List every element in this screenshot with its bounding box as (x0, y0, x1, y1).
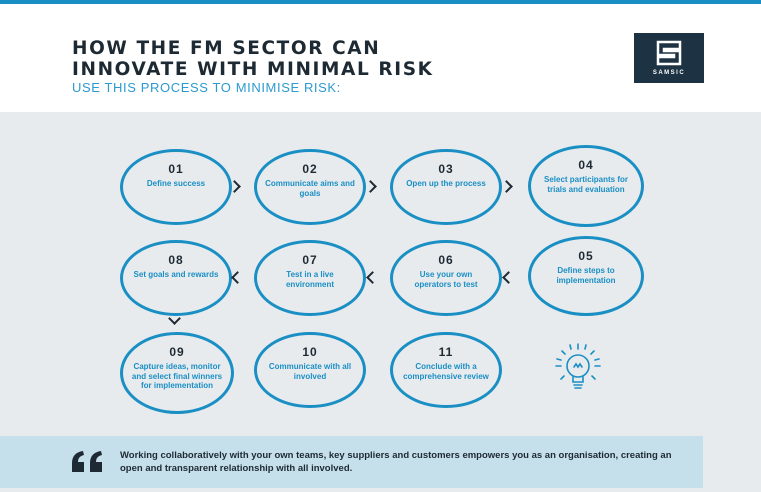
step-number: 11 (438, 345, 454, 359)
step-number: 09 (169, 345, 185, 359)
top-accent-bar (0, 0, 761, 4)
step-09: 09 Capture ideas, monitor and select fin… (120, 332, 234, 414)
step-label: Communicate aims and goals (265, 179, 355, 198)
step-08: 08 Set goals and rewards (120, 240, 232, 316)
step-number: 04 (578, 158, 594, 172)
step-04: 04 Select participants for trials and ev… (528, 145, 644, 227)
step-03: 03 Open up the process (390, 149, 502, 225)
process-panel (0, 112, 761, 492)
step-02: 02 Communicate aims and goals (254, 149, 366, 225)
step-number: 03 (438, 162, 454, 176)
step-label: Capture ideas, monitor and select final … (131, 362, 223, 390)
step-11: 11 Conclude with a comprehensive review (390, 332, 502, 408)
step-10: 10 Communicate with all involved (254, 332, 366, 408)
step-05: 05 Define steps to implementation (528, 236, 644, 316)
quote-icon (72, 451, 102, 472)
logo-s-icon (656, 40, 682, 66)
step-label: Communicate with all involved (268, 362, 352, 381)
page-subtitle: USE THIS PROCESS TO MINIMISE RISK: (72, 80, 341, 95)
step-number: 02 (302, 162, 318, 176)
step-label: Use your own operators to test (414, 270, 478, 289)
step-07: 07 Test in a live environment (254, 240, 366, 316)
title-line-2: INNOVATE WITH MINIMAL RISK (72, 59, 434, 80)
step-label: Select participants for trials and evalu… (543, 175, 629, 194)
quote-box: Working collaboratively with your own te… (0, 436, 703, 488)
step-label: Test in a live environment (285, 270, 334, 289)
step-number: 10 (302, 345, 318, 359)
step-label: Conclude with a comprehensive review (403, 362, 489, 381)
step-label: Open up the process (406, 179, 486, 188)
step-number: 08 (168, 253, 184, 267)
page-title: HOW THE FM SECTOR CAN INNOVATE WITH MINI… (72, 38, 592, 80)
samsic-logo: SAMSIC (634, 33, 704, 83)
quote-text: Working collaboratively with your own te… (120, 450, 672, 474)
step-01: 01 Define success (120, 149, 232, 225)
title-line-1: HOW THE FM SECTOR CAN (72, 38, 381, 59)
step-06: 06 Use your own operators to test (390, 240, 502, 316)
step-label: Define success (146, 179, 206, 188)
step-number: 05 (578, 249, 594, 263)
step-number: 06 (438, 253, 454, 267)
step-number: 01 (168, 162, 184, 176)
step-label: Define steps to implementation (556, 266, 616, 285)
logo-text: SAMSIC (652, 70, 686, 76)
lightbulb-icon (555, 343, 601, 389)
step-label: Set goals and rewards (133, 270, 219, 279)
step-number: 07 (302, 253, 318, 267)
